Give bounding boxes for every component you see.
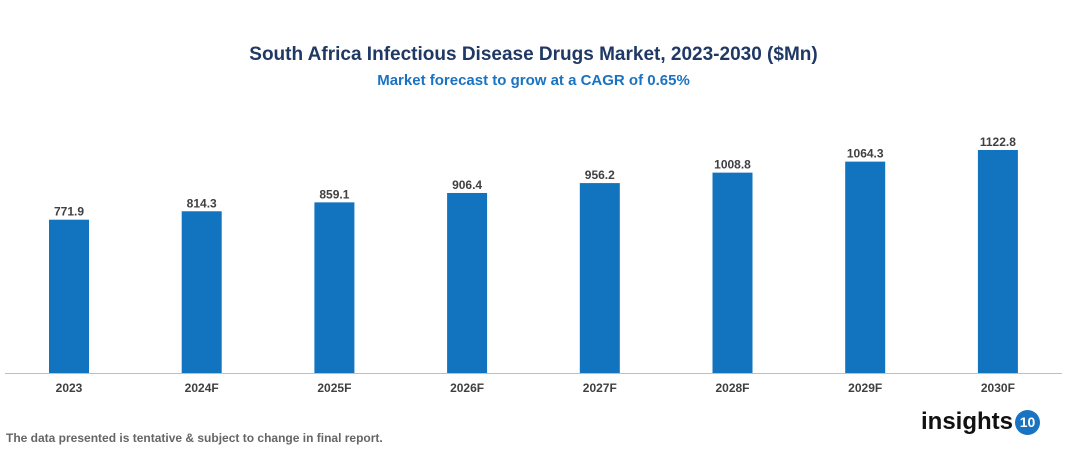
x-tick-label: 2028F — [715, 381, 749, 395]
x-tick-label: 2026F — [450, 381, 484, 395]
bar — [49, 219, 89, 373]
x-tick-label: 2024F — [185, 381, 219, 395]
x-tick-label: 2023 — [56, 381, 83, 395]
bar — [579, 183, 620, 373]
x-tick-label: 2030F — [981, 381, 1015, 395]
data-label: 771.9 — [54, 205, 84, 219]
logo-badge: 10 — [1015, 409, 1041, 435]
x-tick-label: 2027F — [583, 381, 617, 395]
footnote: The data presented is tentative & subjec… — [6, 431, 383, 445]
data-label: 1122.8 — [980, 135, 1016, 149]
data-label: 814.3 — [187, 196, 217, 210]
logo-text: insights — [921, 408, 1014, 435]
chart-subtitle: Market forecast to grow at a CAGR of 0.6… — [377, 72, 690, 89]
x-tick-label: 2029F — [848, 381, 882, 395]
x-tick-label: 2025F — [317, 381, 351, 395]
chart-title: South Africa Infectious Disease Drugs Ma… — [249, 44, 818, 65]
data-label: 906.4 — [452, 178, 482, 192]
data-label: 859.1 — [319, 187, 349, 201]
data-label: 1008.8 — [714, 158, 751, 172]
bar — [845, 161, 886, 373]
insights10-logo: insights 10 — [921, 408, 1041, 436]
bar — [181, 211, 222, 373]
bar — [712, 172, 753, 373]
bar — [314, 202, 355, 373]
data-label: 1064.3 — [847, 147, 884, 161]
bar — [447, 192, 488, 373]
bar — [977, 150, 1018, 373]
data-label: 956.2 — [585, 168, 615, 182]
